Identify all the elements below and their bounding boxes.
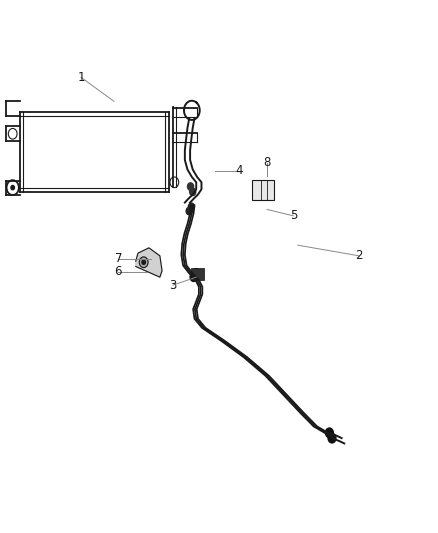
Circle shape — [193, 269, 200, 277]
Text: 6: 6 — [114, 265, 122, 278]
Text: 2: 2 — [355, 249, 363, 262]
Bar — [252, 180, 274, 200]
Text: 4: 4 — [235, 164, 243, 177]
Text: 8: 8 — [264, 156, 271, 169]
Text: 3: 3 — [170, 279, 177, 292]
Polygon shape — [136, 248, 162, 277]
Circle shape — [188, 203, 194, 211]
Circle shape — [190, 188, 196, 196]
Circle shape — [325, 428, 333, 438]
Text: 5: 5 — [290, 209, 297, 222]
Circle shape — [142, 260, 145, 264]
Circle shape — [186, 207, 192, 215]
Text: 7: 7 — [114, 252, 122, 265]
Circle shape — [190, 273, 197, 281]
Circle shape — [139, 257, 148, 268]
Text: 1: 1 — [77, 71, 85, 84]
Circle shape — [187, 183, 194, 190]
Circle shape — [11, 185, 14, 190]
Bar — [191, 268, 204, 280]
Circle shape — [328, 433, 336, 443]
